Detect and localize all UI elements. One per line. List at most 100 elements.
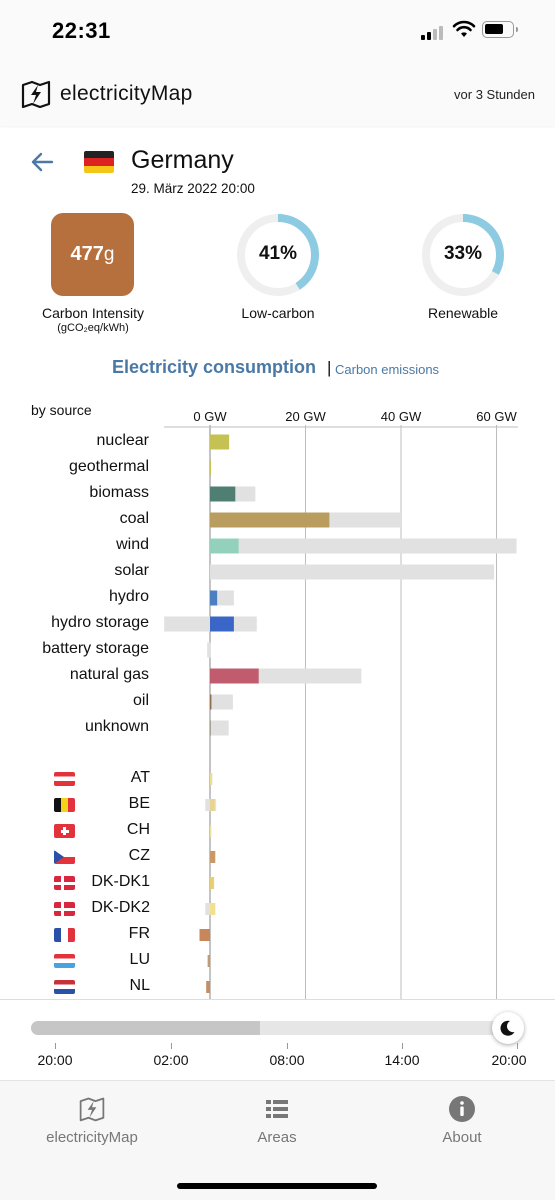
- carbon-intensity-units: (gCO₂eq/kWh): [57, 322, 129, 334]
- production-bar-natural-gas: [210, 668, 259, 684]
- capacity-bar-wind: [210, 538, 517, 554]
- status-time: 22:31: [52, 18, 111, 43]
- exchange-bar-AT: [210, 773, 212, 785]
- moon-icon: [500, 1020, 515, 1036]
- axis-tick-label: 60 GW: [476, 409, 517, 424]
- exchange-label-DK-DK2: DK-DK2: [91, 899, 150, 916]
- timeline-tick: [402, 1043, 403, 1049]
- timeline-tick: [517, 1043, 518, 1049]
- capacity-bar-unknown: [210, 720, 229, 736]
- time-slider-knob[interactable]: [492, 1012, 524, 1044]
- flag-cz-icon: [54, 850, 75, 864]
- production-bar-nuclear: [210, 434, 230, 450]
- timeline-label: 14:00: [384, 1052, 420, 1068]
- zone-datetime: 29. März 2022 20:00: [131, 181, 255, 196]
- source-label-nuclear: nuclear: [96, 432, 149, 449]
- timeline-label: 02:00: [153, 1052, 189, 1068]
- logo-icon: [21, 80, 51, 108]
- flag-nl-icon: [54, 980, 75, 994]
- tab-electricity-consumption[interactable]: Electricity consumption: [112, 357, 317, 377]
- flag-at-icon: [54, 772, 75, 786]
- source-label-unknown: unknown: [84, 718, 149, 735]
- production-bar-biomass: [210, 486, 236, 502]
- production-bar-hydro: [210, 590, 218, 606]
- exchange-label-FR: FR: [128, 925, 150, 942]
- capacity-bar-oil: [210, 694, 233, 710]
- exchange-bar-DK-DK1: [210, 877, 214, 889]
- time-slider-fill: [31, 1021, 260, 1035]
- consumption-chart: 0 GW 20 GW 40 GW 60 GW: [164, 409, 518, 1000]
- flag-lu-icon: [54, 954, 75, 968]
- exchange-bar-DK-DK2: [210, 903, 216, 915]
- exchange-capacity-BE: [205, 799, 210, 811]
- source-label-hydro-storage: hydro storage: [51, 614, 149, 631]
- exchange-bar-BE: [210, 799, 215, 811]
- nav-about[interactable]: About: [392, 1095, 532, 1146]
- last-updated: vor 3 Stunden: [454, 87, 535, 102]
- timeline-divider: [0, 999, 555, 1000]
- source-label-hydro: hydro: [108, 588, 149, 605]
- app-title: electricityMap: [60, 82, 193, 105]
- capacity-bar-battery-storage: [207, 642, 211, 658]
- exchange-bar-FR: [199, 929, 210, 941]
- production-bar-hydro-storage: [210, 616, 234, 632]
- exchange-bar-LU: [207, 955, 210, 967]
- renewable-value: 33%: [443, 243, 483, 264]
- app-header: electricityMap vor 3 Stunden: [0, 60, 555, 126]
- flag-fr-icon: [54, 928, 75, 942]
- by-source-label: by source: [31, 402, 92, 418]
- carbon-intensity-badge: 477g: [51, 213, 134, 296]
- source-label-solar: solar: [114, 562, 149, 579]
- exchange-capacity-DK-DK2: [205, 903, 210, 915]
- info-icon: [449, 1096, 475, 1122]
- production-bar-geothermal: [210, 460, 211, 476]
- back-arrow-icon[interactable]: [30, 150, 54, 174]
- exchange-bar-CZ: [210, 851, 216, 863]
- exchange-label-NL: NL: [129, 977, 150, 994]
- tab-carbon-emissions[interactable]: Carbon emissions: [335, 362, 440, 377]
- timeline-label: 20:00: [37, 1052, 73, 1068]
- source-label-geothermal: geothermal: [68, 458, 149, 475]
- timeline-tick: [171, 1043, 172, 1049]
- exchange-bar-CH: [210, 825, 212, 837]
- exchange-label-LU: LU: [129, 951, 150, 968]
- axis-tick-label: 0 GW: [193, 409, 227, 424]
- flag-be-icon: [54, 798, 75, 812]
- carbon-intensity-unit: g: [103, 244, 115, 265]
- germany-flag-icon: [84, 151, 114, 173]
- tab-separator: |: [327, 358, 332, 377]
- exchange-label-DK-DK1: DK-DK1: [91, 873, 150, 890]
- source-label-wind: wind: [116, 536, 149, 553]
- capacity-bar-solar: [210, 564, 495, 580]
- list-icon: [266, 1100, 288, 1118]
- exchange-label-CZ: CZ: [128, 847, 150, 864]
- low-carbon-label: Low-carbon: [241, 305, 315, 321]
- signal-icon: [421, 24, 447, 40]
- production-bar-unknown: [210, 720, 211, 736]
- nav-electricitymap[interactable]: electricityMap: [22, 1095, 162, 1146]
- low-carbon-value: 41%: [258, 243, 298, 264]
- zone-title: Germany: [131, 146, 234, 174]
- wifi-icon: [452, 20, 476, 37]
- source-label-coal: coal: [119, 510, 149, 527]
- exchange-label-AT: AT: [130, 769, 150, 786]
- nav-label-areas: Areas: [257, 1129, 297, 1146]
- nav-areas[interactable]: Areas: [207, 1095, 347, 1146]
- axis-tick-label: 40 GW: [381, 409, 422, 424]
- flag-dk-dk1-icon: [54, 876, 75, 890]
- source-label-oil: oil: [132, 692, 149, 709]
- exchange-label-BE: BE: [128, 795, 150, 812]
- status-bar: 22:31: [0, 0, 555, 60]
- time-slider[interactable]: [31, 1021, 518, 1035]
- map-icon: [79, 1097, 105, 1122]
- source-label-natural-gas: natural gas: [69, 666, 149, 683]
- exchange-bar-NL: [206, 981, 210, 993]
- bottom-nav: electricityMap Areas About: [0, 1080, 555, 1200]
- production-bar-oil: [210, 694, 212, 710]
- timeline-tick: [287, 1043, 288, 1049]
- home-indicator: [177, 1183, 377, 1189]
- nav-label-electricitymap: electricityMap: [46, 1129, 138, 1146]
- production-bar-wind: [210, 538, 239, 554]
- renewable-label: Renewable: [427, 305, 499, 321]
- nav-label-about: About: [442, 1129, 482, 1146]
